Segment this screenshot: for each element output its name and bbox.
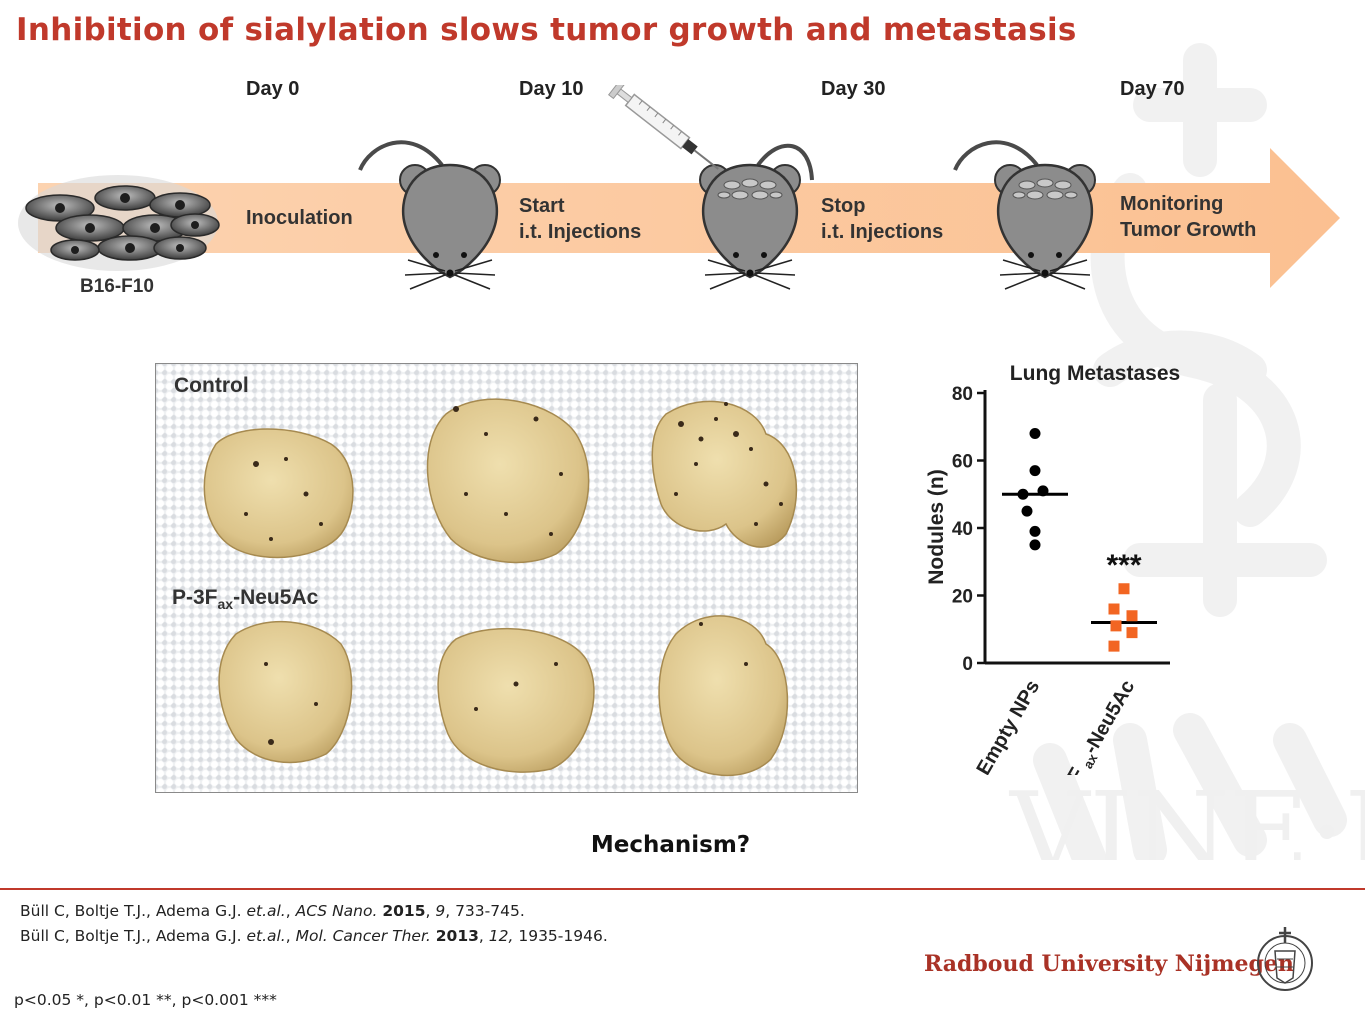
data-point [1118, 583, 1130, 595]
y-axis-label: Nodules (n) [925, 469, 948, 585]
ref-pages: , 733-745. [445, 902, 525, 920]
ref-sep: , [285, 902, 296, 920]
lung-control-3 [651, 400, 798, 548]
lung-treated-3 [658, 615, 789, 777]
mouse-icon-3 [953, 140, 1096, 290]
ref-journal: Mol. Cancer Ther. [295, 927, 431, 945]
data-point [1017, 488, 1029, 500]
y-tick-label: 60 [952, 452, 973, 473]
timeline-diagram [18, 85, 1340, 290]
chart-title: Lung Metastases [1010, 362, 1180, 385]
ref-sep: , [285, 927, 296, 945]
data-point [1108, 603, 1120, 615]
data-point [1126, 610, 1138, 622]
ref-etal: et.al. [246, 902, 286, 920]
svg-text:VINE·F: VINE·F [1008, 768, 1365, 860]
lung-treated-1 [218, 620, 353, 764]
day-label-10: Day 10 [519, 78, 584, 100]
cat-main: Empty NPs [972, 677, 1044, 776]
lung-photo: Control P-3Fax-Neu5Ac [155, 363, 858, 793]
ref-pages: 1935-1946. [513, 927, 608, 945]
university-seal-icon [1257, 927, 1313, 991]
data-point [1029, 465, 1041, 477]
reference-1: Büll C, Boltje T.J., Adema G.J. et.al. , … [20, 902, 525, 920]
step-line1: Monitoring [1120, 193, 1224, 215]
step-stop-injections: Stop i.t. Injections [821, 193, 943, 245]
lung-control-1 [203, 428, 354, 559]
step-line1: Stop [821, 195, 866, 217]
ref-year: 2015 [382, 902, 426, 920]
cat-end: -Neu5Ac [1080, 677, 1140, 758]
mechanism-question: Mechanism? [0, 832, 1365, 858]
mouse-icon-1 [358, 140, 501, 290]
step-line2: i.t. Injections [519, 221, 642, 243]
lung-control-2 [426, 398, 590, 564]
divider-line [0, 888, 1365, 890]
y-tick-label: 20 [952, 587, 973, 608]
ref-comma: , [425, 902, 436, 920]
y-tick-label: 0 [962, 654, 973, 675]
day-label-70: Day 70 [1120, 78, 1185, 100]
ref-authors: Büll C, Boltje T.J., Adema G.J. [20, 902, 247, 920]
data-point [1110, 620, 1122, 632]
significance-annotation: *** [1106, 549, 1141, 582]
data-point [1037, 485, 1049, 497]
ref-journal: ACS Nano. [295, 902, 378, 920]
ref-volume: 12, [488, 927, 514, 945]
data-point [1029, 539, 1041, 551]
lung-metastases-chart: Lung Metastases Nodules (n) 0 20 40 60 80 **… [925, 362, 1180, 776]
ref-authors: Büll C, Boltje T.J., Adema G.J. [20, 927, 247, 945]
data-point [1108, 640, 1120, 652]
step-line2: Tumor Growth [1120, 219, 1257, 241]
label-main: P-3F [172, 586, 218, 609]
tumor-cells-icon [18, 175, 220, 271]
mechanism-text: Mechanism? [590, 832, 751, 858]
ref-volume: 9 [435, 902, 446, 920]
syringe-icon [607, 85, 719, 170]
y-tick-label: 40 [952, 519, 973, 540]
x-tick-label-empty-nps: Empty NPs [972, 677, 1044, 776]
step-line2: i.t. Injections [821, 221, 944, 243]
photo-label-treated: P-3Fax-Neu5Ac [172, 586, 318, 612]
ref-comma: , [478, 927, 489, 945]
label-end: -Neu5Ac [233, 586, 319, 609]
data-point [1029, 428, 1041, 439]
ref-year: 2013 [435, 927, 479, 945]
x-tick-label-treated: P-3F ax-Neu5Ac [1048, 677, 1141, 776]
significance-legend: p<0.05 *, p<0.01 **, p<0.001 *** [14, 991, 277, 1009]
lung-treated-2 [437, 627, 595, 773]
photo-label-control: Control [174, 374, 249, 397]
mouse-icon-2 [699, 143, 814, 290]
step-line1: Start [519, 195, 565, 217]
day-label-0: Day 0 [246, 78, 300, 100]
data-point [1021, 505, 1033, 517]
ref-etal: et.al. [246, 927, 286, 945]
reference-2: Büll C, Boltje T.J., Adema G.J. et.al., … [20, 927, 608, 945]
data-point [1029, 525, 1041, 537]
label-sub: ax [217, 596, 234, 613]
cell-line-label: B16-F10 [80, 276, 154, 297]
step-line1: Inoculation [246, 207, 353, 229]
step-inoculation: Inoculation [246, 205, 353, 231]
day-label-30: Day 30 [821, 78, 886, 100]
slide-title: Inhibition of sialylation slows tumor gr… [16, 12, 1077, 48]
university-name: Radboud University Nijmegen [924, 951, 1294, 977]
step-monitoring: Monitoring Tumor Growth [1120, 191, 1256, 243]
lung-specimens [203, 398, 798, 777]
y-tick-label: 80 [952, 384, 973, 405]
data-point [1126, 627, 1138, 639]
step-start-injections: Start i.t. Injections [519, 193, 641, 245]
